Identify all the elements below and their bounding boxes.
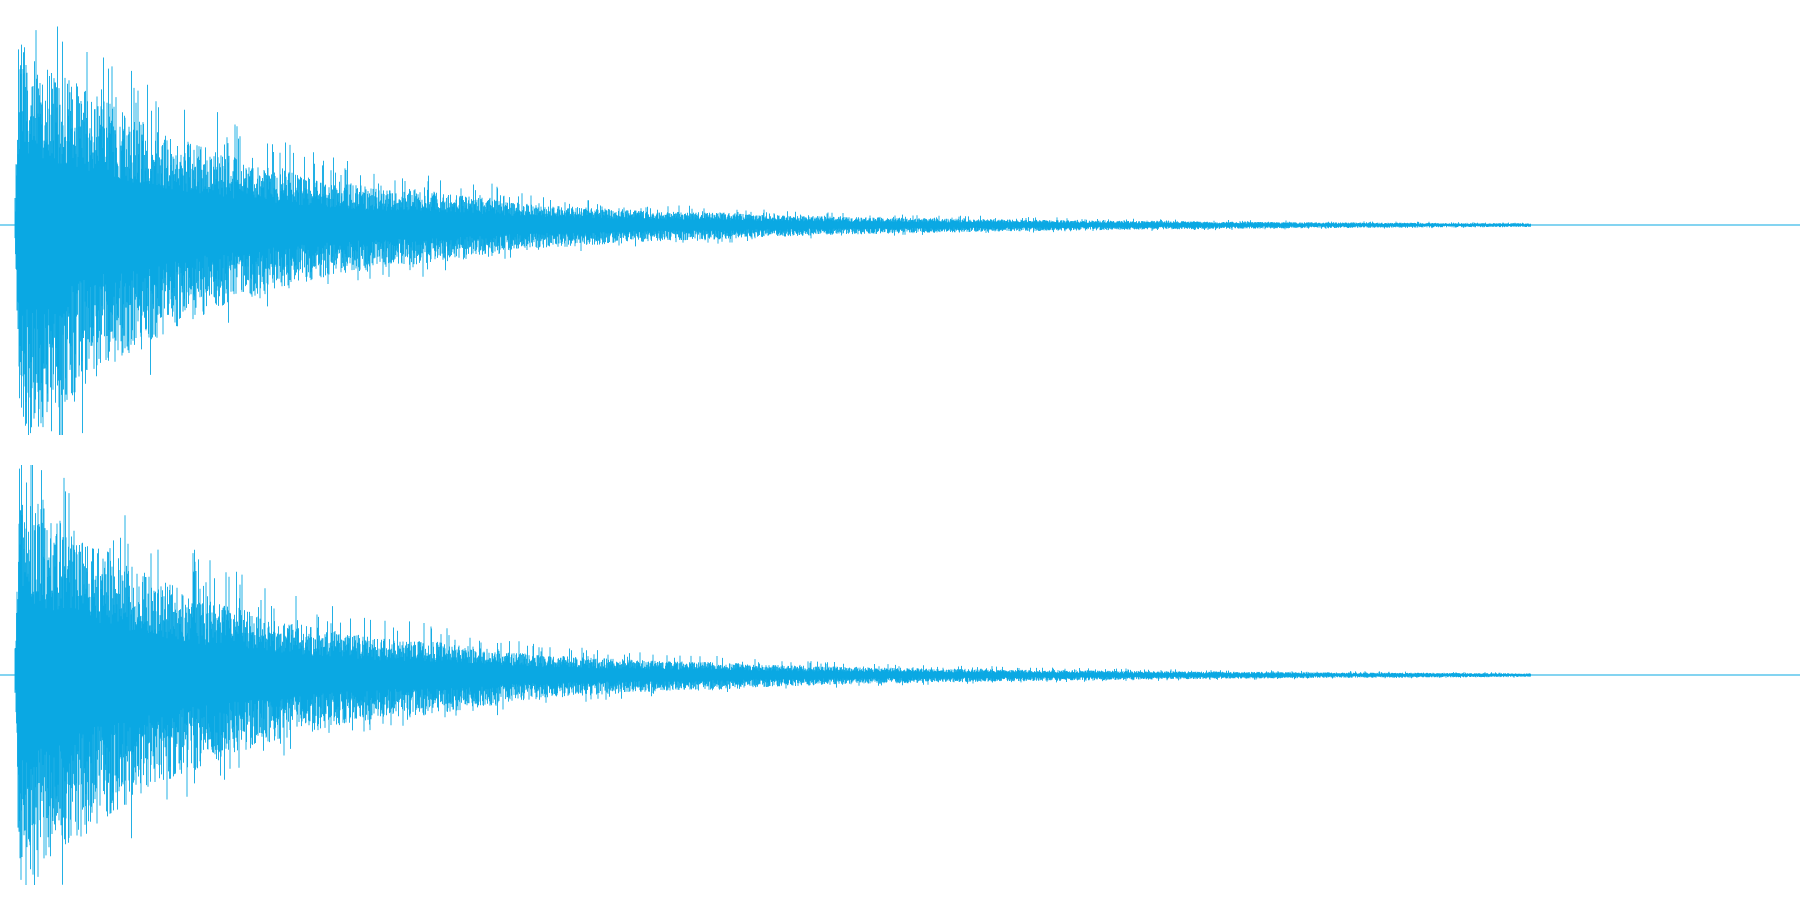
- waveform-trace: [14, 465, 1531, 885]
- channel-right-waveform[interactable]: [0, 450, 1800, 900]
- waveform-right-svg: [0, 465, 1800, 885]
- channel-left-waveform[interactable]: [0, 0, 1800, 450]
- waveform-trace: [14, 26, 1531, 435]
- waveform-left-svg: [0, 26, 1800, 435]
